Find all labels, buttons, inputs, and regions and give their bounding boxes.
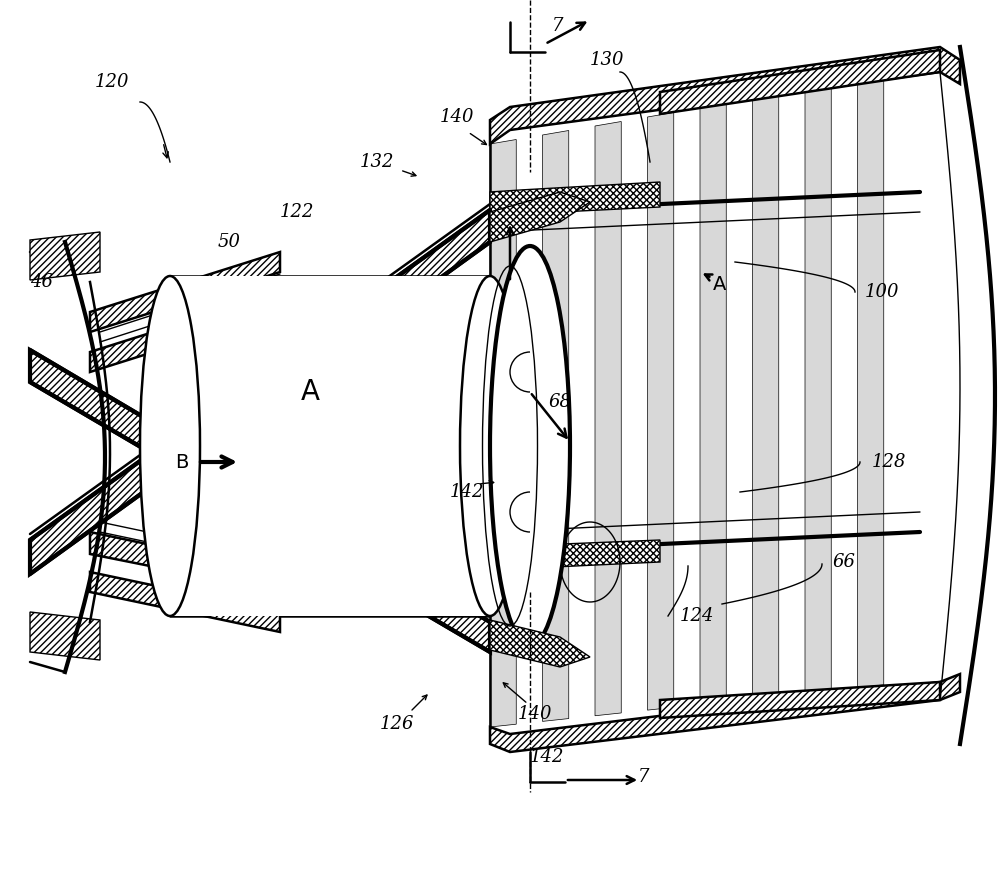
Polygon shape [30, 612, 100, 660]
Text: 130: 130 [590, 51, 624, 69]
Text: 142: 142 [450, 483, 484, 501]
Text: 46: 46 [30, 273, 53, 291]
Text: 128: 128 [872, 453, 906, 471]
Text: 68: 68 [548, 393, 571, 411]
Polygon shape [700, 103, 726, 705]
Text: 66: 66 [832, 553, 855, 571]
Polygon shape [30, 210, 490, 574]
Text: 7: 7 [638, 768, 650, 786]
Ellipse shape [490, 246, 570, 646]
Polygon shape [90, 572, 280, 632]
Polygon shape [90, 252, 280, 332]
Text: 120: 120 [95, 73, 130, 91]
Text: 140: 140 [440, 108, 475, 126]
Polygon shape [660, 682, 940, 718]
Polygon shape [858, 77, 884, 688]
Text: 50: 50 [218, 233, 241, 251]
Polygon shape [805, 86, 831, 693]
Polygon shape [490, 192, 590, 242]
Text: 124: 124 [680, 607, 714, 625]
Text: 7: 7 [552, 17, 564, 35]
Polygon shape [30, 350, 490, 652]
Text: 126: 126 [380, 715, 415, 733]
Text: 132: 132 [360, 153, 394, 171]
Ellipse shape [140, 276, 200, 616]
Polygon shape [542, 130, 569, 722]
Text: B: B [175, 452, 189, 472]
Polygon shape [660, 50, 940, 114]
Polygon shape [90, 292, 280, 372]
Text: 142: 142 [530, 748, 564, 766]
Polygon shape [30, 232, 100, 280]
Polygon shape [490, 674, 960, 752]
Polygon shape [170, 276, 490, 616]
Text: 100: 100 [865, 283, 900, 301]
Polygon shape [753, 95, 779, 698]
Polygon shape [490, 139, 516, 727]
Polygon shape [648, 112, 674, 710]
Text: A: A [300, 378, 320, 406]
Polygon shape [490, 540, 660, 570]
Polygon shape [90, 532, 280, 592]
Polygon shape [595, 121, 621, 715]
Text: A: A [713, 275, 727, 293]
Polygon shape [490, 620, 590, 667]
Text: 140: 140 [518, 705, 552, 723]
Ellipse shape [460, 276, 520, 616]
Polygon shape [490, 47, 960, 144]
Polygon shape [490, 182, 660, 215]
Text: 122: 122 [280, 203, 314, 221]
